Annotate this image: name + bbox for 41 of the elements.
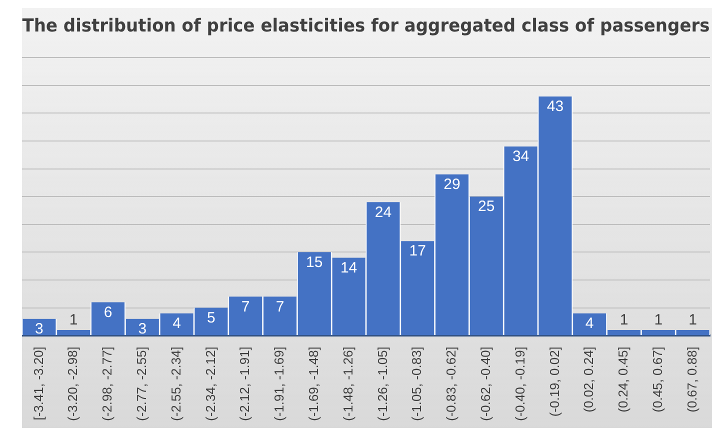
x-tick-label: (-1.69, -1.48] bbox=[306, 346, 321, 422]
x-tick-label: (-2.34, -2.12] bbox=[202, 346, 218, 422]
data-label: 1 bbox=[654, 312, 663, 329]
x-tick-label: (-1.26, -1.05] bbox=[374, 346, 390, 422]
data-label: 29 bbox=[444, 176, 460, 193]
chart-title: The distribution of price elasticities for aggregated class of passengers bbox=[22, 16, 710, 37]
data-label: 7 bbox=[276, 298, 284, 316]
data-label: 17 bbox=[409, 242, 426, 260]
data-label: 4 bbox=[172, 314, 181, 332]
data-label: 5 bbox=[207, 309, 216, 326]
data-label: 15 bbox=[306, 254, 323, 271]
x-tick-label: (-0.83, -0.62] bbox=[444, 346, 459, 422]
x-tick-label: (0.24, 0.45] bbox=[616, 346, 631, 412]
data-label: 1 bbox=[620, 312, 628, 329]
data-label: 4 bbox=[585, 314, 594, 332]
data-label: 43 bbox=[546, 98, 564, 116]
data-label: 6 bbox=[104, 304, 112, 321]
x-tick-label: (-0.40, -0.19] bbox=[512, 346, 528, 422]
data-label: 3 bbox=[35, 320, 44, 338]
x-tick-label: [-3.41, -3.20] bbox=[30, 346, 46, 420]
data-label: 14 bbox=[340, 259, 358, 276]
x-tick-label: (-1.48, -1.26] bbox=[340, 346, 356, 422]
x-tick-label: (-3.20, -2.98] bbox=[65, 346, 80, 422]
data-label: 34 bbox=[512, 148, 530, 166]
data-label: 3 bbox=[138, 320, 147, 338]
data-label: 1 bbox=[688, 312, 697, 329]
x-tick-label: (-1.05, -0.83] bbox=[409, 346, 424, 422]
x-tick-label: (-2.12, -1.91] bbox=[237, 346, 252, 422]
data-label: 25 bbox=[478, 198, 495, 216]
x-tick-label: (0.67, 0.88] bbox=[684, 346, 700, 412]
x-tick-label: (-2.98, -2.77] bbox=[100, 346, 115, 422]
data-label: 1 bbox=[69, 312, 78, 329]
data-label: 7 bbox=[241, 298, 250, 316]
x-tick-label: (-0.19, 0.02] bbox=[546, 346, 562, 417]
x-tick-label: (-1.91, -1.69] bbox=[272, 346, 287, 422]
x-tick-label: (-2.55, -2.34] bbox=[168, 346, 184, 422]
x-tick-label: (-2.77, -2.55] bbox=[134, 346, 149, 422]
x-tick-label: (0.45, 0.67] bbox=[650, 346, 665, 412]
x-tick-label: (0.02, 0.24] bbox=[581, 346, 596, 412]
x-tick-label: (-0.62, -0.40] bbox=[478, 346, 493, 422]
data-label: 24 bbox=[374, 204, 392, 221]
